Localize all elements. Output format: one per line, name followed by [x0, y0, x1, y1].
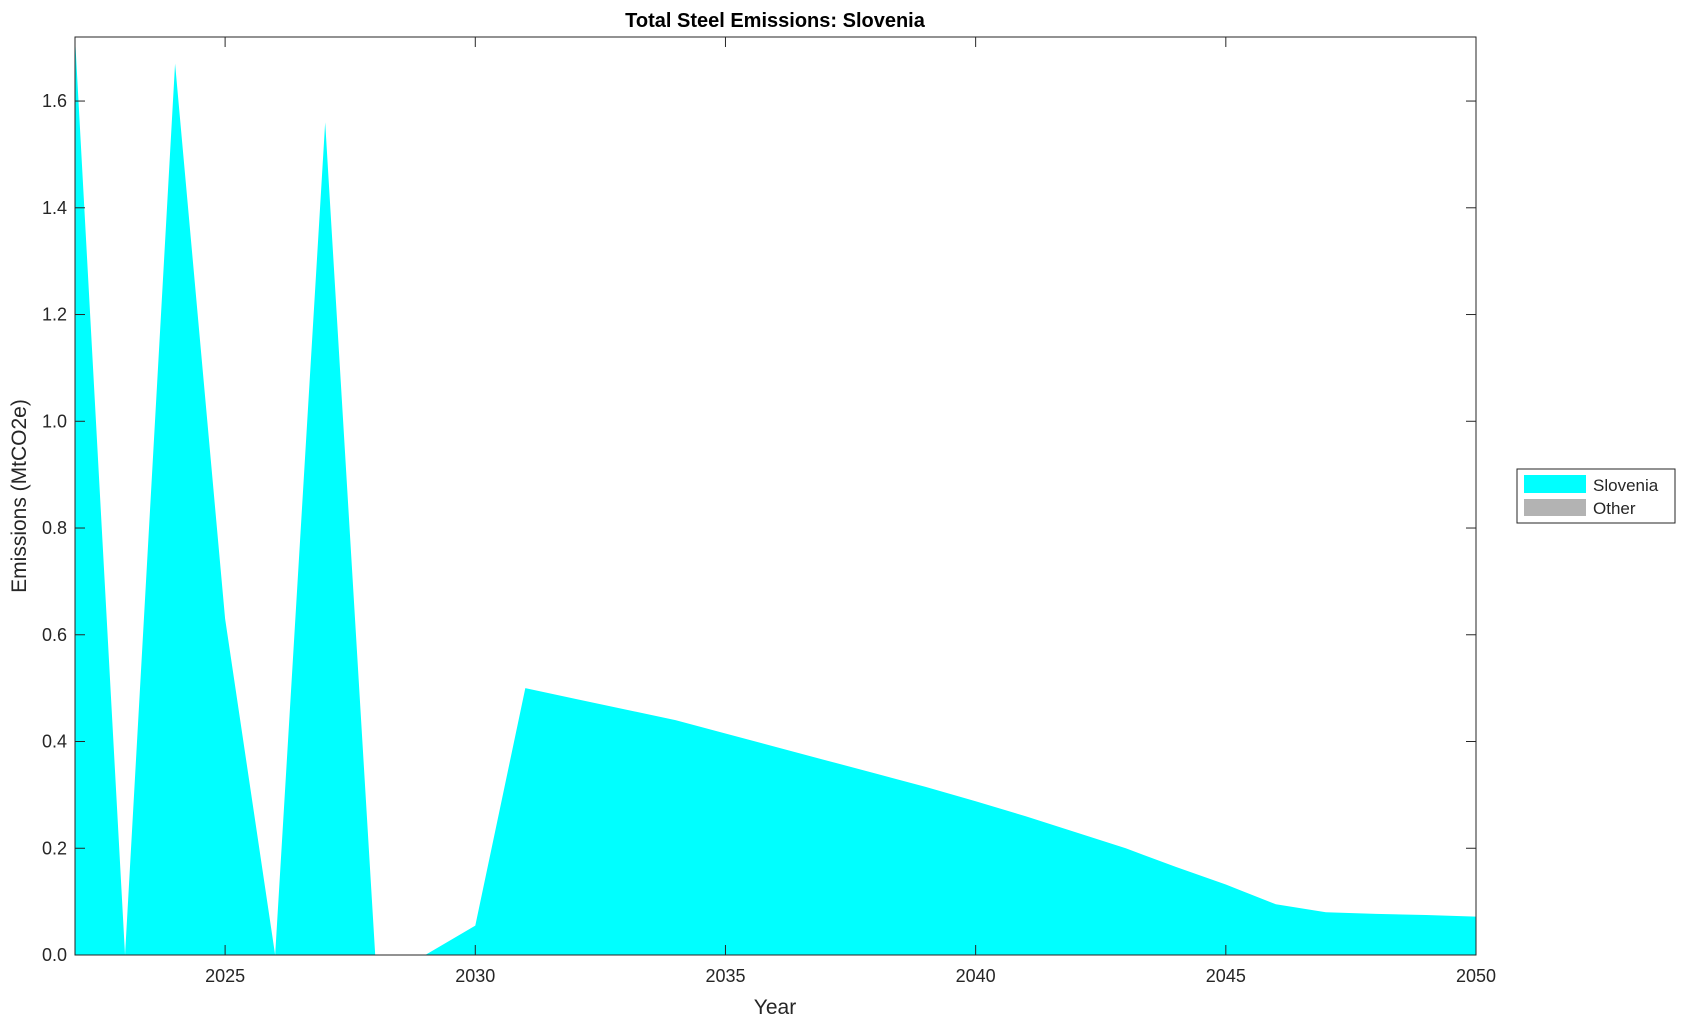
y-tick-label: 1.6 — [42, 91, 67, 111]
y-tick-label: 1.2 — [42, 305, 67, 325]
y-tick-label: 1.0 — [42, 411, 67, 431]
x-tick-label: 2025 — [205, 966, 245, 986]
y-tick-label: 0.4 — [42, 732, 67, 752]
x-tick-label: 2040 — [956, 966, 996, 986]
y-tick-label: 1.4 — [42, 198, 67, 218]
y-tick-label: 0.2 — [42, 838, 67, 858]
area-slovenia — [75, 37, 1476, 955]
y-axis-label: Emissions (MtCO2e) — [8, 399, 31, 593]
y-tick-label: 0.0 — [42, 945, 67, 965]
x-tick-label: 2050 — [1456, 966, 1496, 986]
x-tick-label: 2035 — [705, 966, 745, 986]
legend-swatch-slovenia — [1524, 475, 1586, 493]
legend-label-slovenia: Slovenia — [1593, 476, 1659, 495]
y-tick-label: 0.6 — [42, 625, 67, 645]
plot-frame — [74, 36, 1477, 956]
legend: Slovenia Other — [1516, 468, 1676, 524]
chart-title: Total Steel Emissions: Slovenia — [625, 10, 926, 32]
x-tick-label: 2045 — [1206, 966, 1246, 986]
y-tick-label: 0.8 — [42, 518, 67, 538]
legend-swatch-other — [1524, 499, 1586, 516]
x-tick-label: 2030 — [455, 966, 495, 986]
legend-label-other: Other — [1593, 499, 1636, 518]
x-axis-label: Year — [754, 996, 796, 1019]
